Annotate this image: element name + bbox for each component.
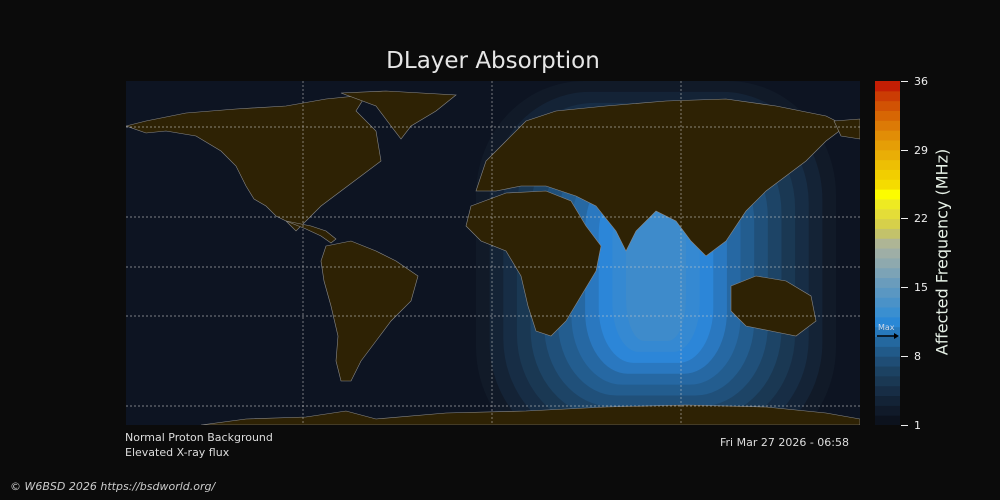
colorbar-tick: 1 xyxy=(901,419,921,432)
colorbar-band xyxy=(875,238,900,249)
north-america xyxy=(126,94,382,232)
africa xyxy=(465,190,602,337)
central-america xyxy=(285,220,337,244)
colorbar-band xyxy=(875,120,900,131)
greenland xyxy=(340,90,457,140)
colorbar-band xyxy=(875,415,900,425)
colorbar-tick: 8 xyxy=(901,350,921,363)
australia xyxy=(730,275,817,337)
colorbar-band xyxy=(875,326,900,338)
colorbar-band xyxy=(875,90,900,102)
colorbar-band xyxy=(875,356,900,367)
colorbar-band xyxy=(875,218,900,229)
colorbar-band xyxy=(875,375,900,387)
south-america xyxy=(320,240,419,382)
colorbar-band xyxy=(875,198,900,210)
colorbar-band xyxy=(875,248,900,259)
continents xyxy=(126,90,860,425)
xray-status: Elevated X-ray flux xyxy=(125,446,230,459)
europe-west-edge xyxy=(833,118,860,140)
colorbar-band xyxy=(875,277,900,288)
map-title: DLayer Absorption xyxy=(386,48,600,74)
colorbar-band xyxy=(875,346,900,357)
colorbar-band xyxy=(875,110,900,121)
colorbar-band xyxy=(875,395,900,406)
graticule xyxy=(126,81,860,425)
proton-status: Normal Proton Background xyxy=(125,431,273,444)
colorbar-band xyxy=(875,307,900,318)
colorbar-band xyxy=(875,297,900,308)
colorbar-band xyxy=(875,208,900,220)
colorbar-band xyxy=(875,130,900,141)
copyright: © W6BSD 2026 https://bsdworld.org/ xyxy=(10,480,216,493)
colorbar-tick: 22 xyxy=(901,212,928,225)
colorbar-band xyxy=(875,179,900,190)
max-arrow-icon xyxy=(877,333,899,339)
colorbar-band xyxy=(875,81,900,92)
colorbar-label: Affected Frequency (MHz) xyxy=(932,148,952,356)
colorbar-band xyxy=(875,228,900,239)
colorbar-band xyxy=(875,287,900,298)
colorbar-band xyxy=(875,189,900,200)
timestamp: Fri Mar 27 2026 - 06:58 xyxy=(720,436,850,449)
colorbar-band xyxy=(875,257,900,269)
colorbar-tick: 29 xyxy=(901,144,928,157)
antarctica xyxy=(200,404,860,425)
colorbar-band xyxy=(875,385,900,397)
colorbar-band xyxy=(875,139,900,151)
colorbar xyxy=(875,81,900,425)
max-marker-label: Max xyxy=(878,323,895,332)
colorbar-band xyxy=(875,267,900,279)
colorbar-tick: 36 xyxy=(901,75,928,88)
colorbar-band xyxy=(875,149,900,161)
europe-asia xyxy=(475,98,847,257)
colorbar-tick: 15 xyxy=(901,281,928,294)
colorbar-band xyxy=(875,159,900,170)
colorbar-band xyxy=(875,169,900,180)
colorbar-band xyxy=(875,100,900,111)
colorbar-band xyxy=(875,405,900,416)
colorbar-band xyxy=(875,316,900,328)
colorbar-band xyxy=(875,366,900,377)
absorption-contour xyxy=(626,201,686,341)
colorbar-band xyxy=(875,336,900,347)
world-map xyxy=(126,81,860,425)
